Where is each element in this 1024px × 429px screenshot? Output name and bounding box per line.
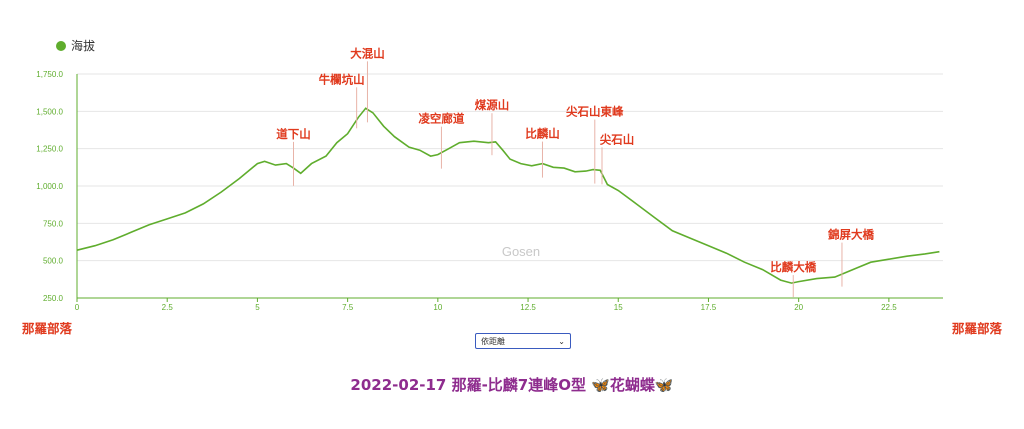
- y-tick-label: 750.0: [43, 219, 64, 228]
- annotation-label: 比麟大橋: [770, 260, 816, 274]
- x-tick-label: 12.5: [520, 303, 536, 312]
- chart-axes: 250.0 500.0 750.0 1,000.0 1,250.0 1,500.0 1,75…: [36, 70, 943, 312]
- x-tick-label: 2.5: [162, 303, 174, 312]
- legend-label: 海拔: [71, 39, 96, 53]
- activity-title: 2022-02-17 那羅-比麟7連峰O型 🦋花蝴蝶🦋: [350, 376, 674, 394]
- annotation-label: 尖石山東峰: [566, 105, 624, 119]
- y-tick-label: 1,250.0: [36, 145, 63, 154]
- x-tick-label: 15: [614, 303, 623, 312]
- y-tick-label: 250.0: [43, 294, 64, 303]
- y-tick-label: 1,500.0: [36, 107, 63, 116]
- legend-marker-icon: [56, 40, 66, 51]
- route-start-label: 那羅部落: [22, 321, 73, 336]
- annotation-label: 凌空廊道: [418, 112, 464, 126]
- annotation-label: 道下山: [276, 127, 311, 141]
- annotation-label: 煤源山: [475, 98, 510, 112]
- chart-grid: [77, 73, 943, 299]
- x-tick-label: 5: [255, 303, 260, 312]
- x-tick-label: 22.5: [881, 303, 897, 312]
- x-axis-type-select[interactable]: 依距離 ⌄: [475, 333, 571, 349]
- route-end-label: 那羅部落: [951, 321, 1002, 336]
- chevron-down-icon: ⌄: [558, 336, 565, 346]
- x-tick-label: 17.5: [701, 303, 717, 312]
- y-tick-label: 500.0: [43, 257, 64, 266]
- annotation-label: 比麟山: [525, 127, 560, 141]
- x-tick-label: 20: [794, 303, 803, 312]
- x-tick-label: 0: [75, 303, 80, 312]
- x-tick-label: 10: [433, 303, 442, 312]
- annotation-label: 錦屏大橋: [827, 228, 874, 242]
- annotation-label: 尖石山: [600, 132, 635, 146]
- y-tick-label: 1,750.0: [36, 70, 63, 79]
- x-axis-type-value: 依距離: [481, 336, 505, 346]
- elevation-line: [76, 107, 940, 284]
- annotation-label: 牛欄坑山: [319, 72, 365, 86]
- gosen-watermark: Gosen: [502, 244, 540, 259]
- y-tick-label: 1,000.0: [36, 182, 63, 191]
- x-tick-label: 7.5: [342, 303, 354, 312]
- legend[interactable]: 海拔: [56, 37, 95, 54]
- annotation-label: 大混山: [350, 46, 385, 60]
